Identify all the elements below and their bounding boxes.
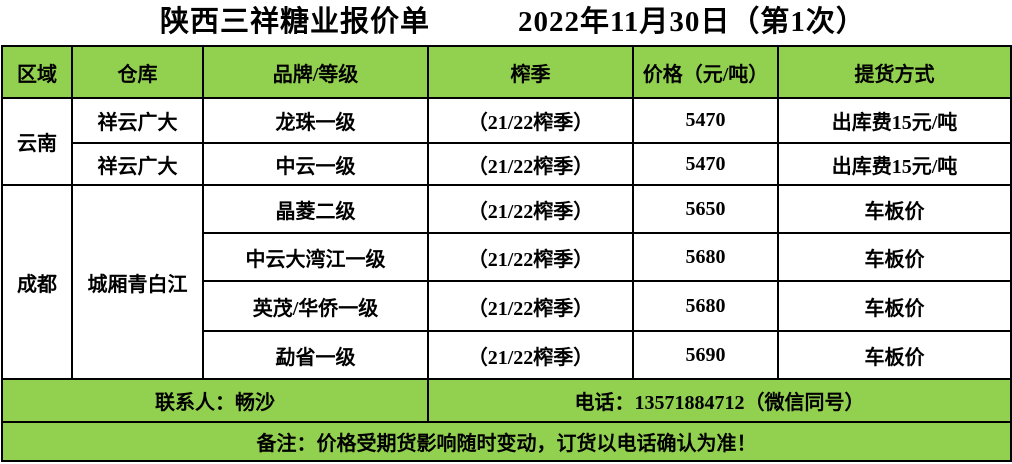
table-row: 英茂/华侨一级 （21/22榨季） 5680 车板价 <box>2 280 1012 332</box>
cell-price: 5650 <box>632 184 779 234</box>
cell-delivery: 车板价 <box>777 184 1012 234</box>
cell-price: 5690 <box>632 330 779 380</box>
cell-season: （21/22榨季） <box>427 232 634 282</box>
column-header-price: 价格（元/吨） <box>632 45 779 99</box>
column-header-warehouse: 仓库 <box>71 45 204 99</box>
cell-brand: 勐省一级 <box>202 330 429 380</box>
cell-price: 5470 <box>632 142 779 186</box>
remark-row: 备注：价格受期货影响随时变动，订货以电话确认为准！ <box>1 421 1012 462</box>
contact-person: 联系人：畅沙 <box>1 378 429 423</box>
cell-price: 5680 <box>632 280 779 332</box>
column-header-season: 榨季 <box>427 45 634 99</box>
contact-phone: 电话：13571884712（微信同号） <box>427 378 1012 423</box>
remark-note: 备注：价格受期货影响随时变动，订货以电话确认为准！ <box>1 421 1012 462</box>
table-row: 云南 祥云广大 龙珠一级 （21/22榨季） 5470 出库费15元/吨 <box>1 97 1012 186</box>
cell-season: （21/22榨季） <box>427 142 634 186</box>
cell-warehouse: 祥云广大 <box>71 97 204 144</box>
table-row: 勐省一级 （21/22榨季） 5690 车板价 <box>2 330 1012 380</box>
cell-brand: 中云大湾江一级 <box>202 232 429 282</box>
cell-brand: 中云一级 <box>202 142 429 186</box>
cell-season: （21/22榨季） <box>427 280 634 332</box>
cell-brand: 晶菱二级 <box>202 184 429 234</box>
title-bar: 陕西三祥糖业报价单 2022年11月30日（第1次） <box>0 0 1012 45</box>
cell-delivery: 出库费15元/吨 <box>777 142 1012 186</box>
cell-delivery: 出库费15元/吨 <box>777 97 1012 144</box>
cell-season: （21/22榨季） <box>427 97 634 144</box>
price-table: 区域 仓库 品牌/等级 榨季 价格（元/吨） 提货方式 云南 祥云广大 龙珠一级… <box>1 45 1012 462</box>
table-row: 成都 城厢青白江 晶菱二级 （21/22榨季） 5650 车板价 <box>1 184 1012 380</box>
page-title: 陕西三祥糖业报价单 <box>160 6 431 38</box>
cell-price: 5680 <box>632 232 779 282</box>
table-row: 祥云广大 中云一级 （21/22榨季） 5470 出库费15元/吨 <box>2 142 1012 186</box>
cell-season: （21/22榨季） <box>427 184 634 234</box>
contact-row: 联系人：畅沙 电话：13571884712（微信同号） <box>1 378 1012 423</box>
cell-delivery: 车板价 <box>777 280 1012 332</box>
cell-delivery: 车板价 <box>777 330 1012 380</box>
column-header-brand: 品牌/等级 <box>202 45 429 99</box>
cell-region: 成都 <box>1 184 73 380</box>
cell-brand: 英茂/华侨一级 <box>202 280 429 332</box>
cell-price: 5470 <box>632 97 779 144</box>
cell-brand: 龙珠一级 <box>202 97 429 144</box>
table-row: 中云大湾江一级 （21/22榨季） 5680 车板价 <box>2 232 1012 282</box>
quotation-date: 2022年11月30日（第1次） <box>518 6 866 38</box>
cell-season: （21/22榨季） <box>427 330 634 380</box>
header-row: 区域 仓库 品牌/等级 榨季 价格（元/吨） 提货方式 <box>1 45 1012 99</box>
column-header-delivery: 提货方式 <box>777 45 1012 99</box>
cell-region: 云南 <box>1 97 73 186</box>
cell-delivery: 车板价 <box>777 232 1012 282</box>
cell-warehouse: 城厢青白江 <box>71 184 204 380</box>
cell-warehouse: 祥云广大 <box>71 142 204 186</box>
column-header-region: 区域 <box>1 45 73 99</box>
